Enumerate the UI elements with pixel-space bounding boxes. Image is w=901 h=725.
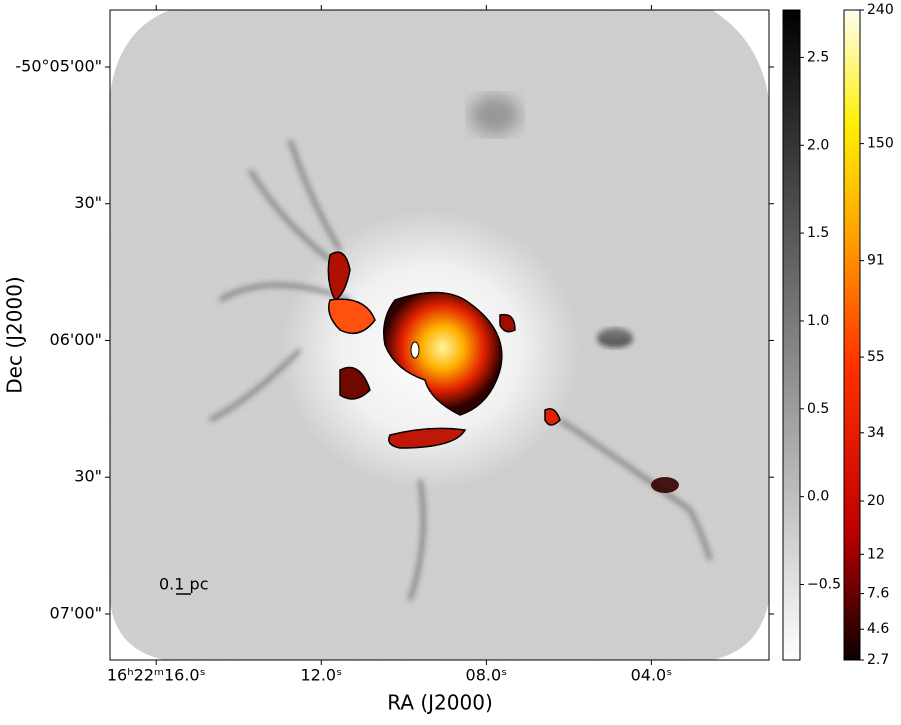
x-tick-label: 08.0ˢ xyxy=(466,666,508,685)
colorbar-tick-label: 240 xyxy=(867,2,894,18)
colorbar-hot xyxy=(843,9,861,661)
sky-image xyxy=(110,10,769,660)
scale-bar-label: 0.1 pc xyxy=(159,575,208,594)
colorbar-gray xyxy=(782,9,801,661)
x-tick-label: 12.0ˢ xyxy=(300,666,342,685)
colorbar-tick-label: 55 xyxy=(867,349,885,365)
plot-frame xyxy=(109,9,770,661)
colorbar-tick-label: 20 xyxy=(867,493,885,509)
colorbar-tick-label: 150 xyxy=(867,136,894,152)
y-axis-label: Dec (J2000) xyxy=(3,276,27,393)
colorbar-tick-label: 2.5 xyxy=(807,49,829,65)
y-tick-label: 07'00" xyxy=(50,603,102,622)
colorbar-tick-label: 2.7 xyxy=(867,652,889,668)
colorbar-tick-label: 0.5 xyxy=(807,401,829,417)
colorbar-tick-label: 12 xyxy=(867,546,885,562)
colorbar-tick-label: 2.0 xyxy=(807,137,829,153)
x-axis-label: RA (J2000) xyxy=(387,691,493,715)
y-tick-label: 30" xyxy=(74,193,102,212)
x-tick-label: 04.0ˢ xyxy=(631,666,673,685)
colorbar-tick-label: 91 xyxy=(867,253,885,269)
colorbar-tick-label: 34 xyxy=(867,425,885,441)
y-tick-label: -50°05'00" xyxy=(15,56,102,75)
colorbar-tick-label: −0.5 xyxy=(807,576,841,592)
colorbar-tick-label: 1.5 xyxy=(807,225,829,241)
colorbar-tick-label: 1.0 xyxy=(807,313,829,329)
y-tick-label: 30" xyxy=(74,467,102,486)
colorbar-tick-label: 7.6 xyxy=(867,586,889,602)
colorbar-tick-label: 0.0 xyxy=(807,489,829,505)
colorbar-tick-label: 4.6 xyxy=(867,621,889,637)
x-tick-label: 16ʰ22ᵐ16.0ˢ xyxy=(107,666,206,685)
y-tick-label: 06'00" xyxy=(50,330,102,349)
